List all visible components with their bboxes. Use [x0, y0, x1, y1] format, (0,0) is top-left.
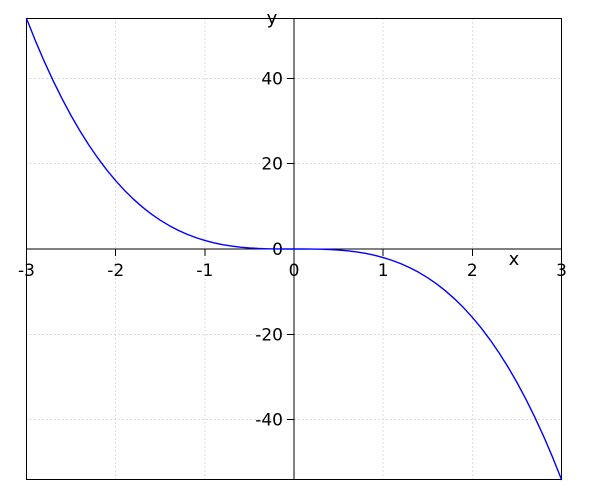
y-tick-label: 0: [272, 240, 283, 260]
x-tick-label: -3: [18, 261, 35, 281]
y-tick-label: 20: [261, 155, 283, 175]
x-tick-label: 0: [289, 261, 300, 281]
y-tick-label: -20: [255, 325, 283, 345]
x-tick-label: 3: [556, 261, 567, 281]
y-axis-title: y: [267, 8, 278, 29]
y-tick-label: 40: [261, 69, 283, 89]
x-tick-label: -1: [196, 261, 213, 281]
x-tick-label: 2: [467, 261, 478, 281]
curve-line: [25, 17, 563, 481]
x-tick-label: 1: [378, 261, 389, 281]
x-tick-label: -2: [107, 261, 124, 281]
y-tick-label: -40: [255, 411, 283, 431]
x-axis-title: x: [509, 249, 520, 270]
